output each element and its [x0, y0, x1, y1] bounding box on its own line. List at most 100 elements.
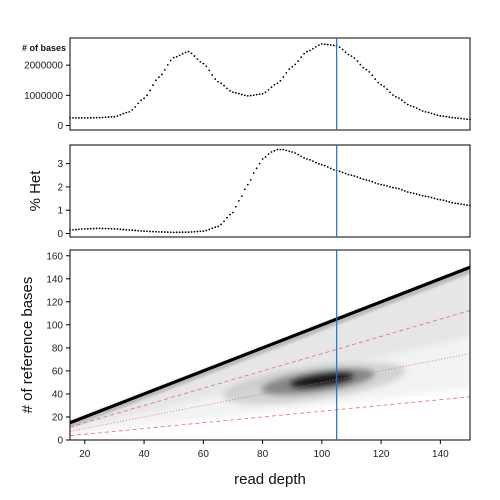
data-point	[377, 81, 380, 84]
data-point	[226, 87, 228, 90]
data-point	[196, 230, 199, 233]
guide-line	[70, 396, 470, 437]
data-point	[110, 115, 113, 118]
data-point	[149, 230, 151, 233]
data-point	[353, 57, 356, 59]
data-point	[175, 55, 178, 58]
data-point	[261, 158, 264, 160]
data-point	[415, 193, 418, 195]
data-point	[211, 74, 214, 76]
panel-bottom-xtick-label: 20	[79, 449, 91, 460]
data-point	[95, 227, 98, 230]
data-point	[433, 197, 436, 200]
data-point	[92, 227, 95, 230]
data-point	[380, 83, 383, 86]
data-point	[83, 227, 86, 230]
panel-bottom-ylabel: # of reference bases	[19, 277, 36, 414]
data-point	[134, 229, 137, 232]
data-point	[181, 231, 184, 234]
data-point	[383, 85, 385, 88]
data-point	[300, 56, 303, 59]
data-point	[297, 153, 300, 156]
data-point	[125, 111, 128, 114]
data-point	[193, 55, 196, 57]
data-point	[291, 151, 294, 153]
data-point	[439, 114, 442, 117]
panel-top-frame	[69, 37, 471, 131]
data-point	[264, 91, 267, 94]
data-point	[157, 230, 160, 233]
data-point	[264, 156, 267, 158]
data-point	[317, 44, 320, 47]
data-point	[258, 93, 261, 96]
data-point	[80, 228, 83, 230]
data-point	[356, 176, 359, 178]
data-point	[169, 59, 172, 62]
data-point	[175, 231, 178, 234]
data-point	[113, 227, 116, 230]
data-point	[412, 192, 415, 195]
data-point	[445, 115, 448, 118]
data-point	[463, 117, 465, 120]
data-point	[332, 44, 335, 47]
data-point	[362, 66, 365, 69]
data-point	[285, 149, 288, 152]
data-point	[119, 114, 122, 116]
data-point	[436, 114, 439, 117]
panel-middle-ytick-label: 2	[57, 182, 63, 193]
panel-top: # of bases 0 1000000 2000000	[22, 37, 471, 132]
data-point	[208, 228, 211, 231]
data-point	[320, 43, 323, 45]
data-point	[406, 191, 409, 193]
data-point	[303, 157, 305, 159]
data-point	[282, 76, 285, 78]
data-point	[300, 155, 303, 158]
data-point	[436, 198, 439, 201]
data-point	[371, 74, 374, 77]
data-point	[368, 179, 371, 182]
data-point	[202, 62, 205, 65]
data-point	[178, 54, 181, 57]
data-point	[77, 228, 80, 231]
data-point	[243, 94, 246, 97]
data-point	[155, 230, 157, 233]
data-point	[178, 231, 181, 234]
data-point	[149, 89, 151, 92]
panel-bottom-xtick-label: 60	[198, 449, 210, 460]
heatmap-area	[70, 265, 470, 437]
data-point	[288, 68, 291, 71]
data-point	[146, 230, 148, 233]
data-point	[205, 229, 208, 232]
data-point	[196, 58, 199, 61]
panel-bottom-frame	[69, 249, 471, 441]
data-point	[122, 112, 125, 115]
data-point	[309, 158, 311, 161]
data-point	[152, 230, 154, 233]
heatmap-hotspot-core	[290, 373, 354, 388]
data-point	[273, 149, 276, 152]
data-point	[190, 52, 193, 55]
data-point	[101, 116, 104, 119]
data-point	[157, 76, 160, 79]
data-point	[146, 94, 148, 97]
data-point	[454, 117, 457, 119]
data-point	[421, 110, 424, 112]
panel-middle-yticks: 0 1 2 3	[57, 159, 70, 240]
data-point	[400, 99, 403, 102]
data-point	[306, 158, 308, 160]
data-point	[83, 117, 86, 119]
panel-bottom-ytick-label: 160	[46, 251, 63, 262]
data-point	[240, 93, 243, 96]
data-point	[214, 226, 217, 229]
data-point	[125, 228, 128, 231]
panel-middle-series	[69, 148, 471, 234]
data-point	[92, 116, 95, 119]
data-point	[89, 116, 92, 119]
panel-bottom-yticks: 0 20 40 60 80 100 120 140 160	[46, 251, 70, 447]
data-point	[252, 94, 255, 97]
data-point	[119, 228, 122, 231]
data-point	[418, 194, 421, 196]
data-point	[377, 183, 380, 185]
data-point	[122, 228, 125, 231]
